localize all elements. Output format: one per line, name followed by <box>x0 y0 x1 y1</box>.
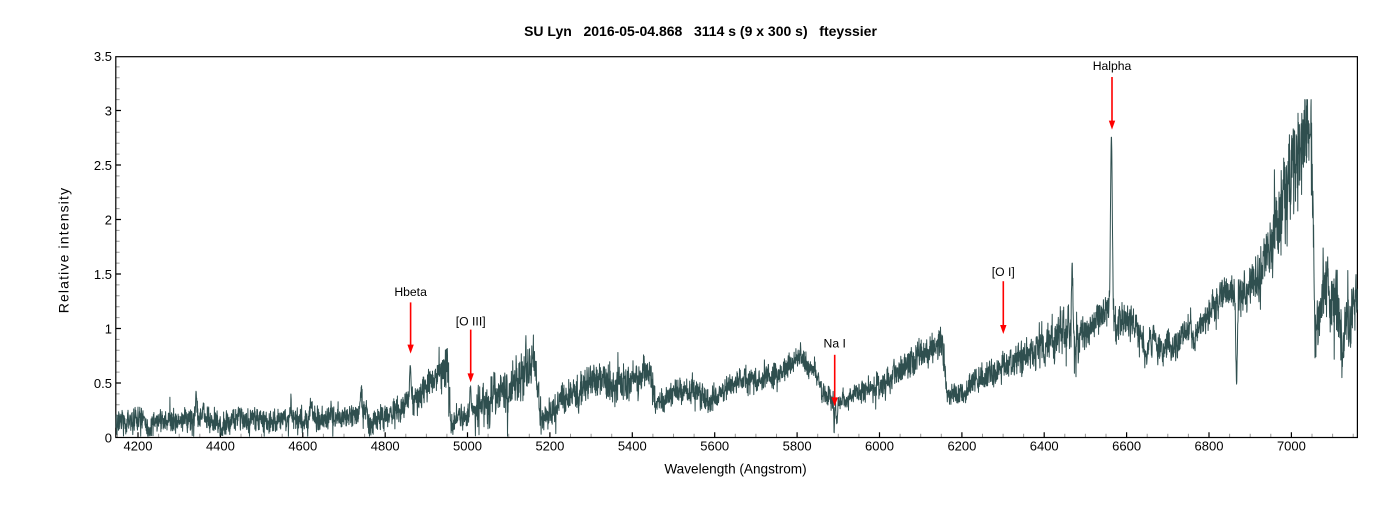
svg-text:1.5: 1.5 <box>94 267 112 282</box>
svg-text:Halpha: Halpha <box>1093 59 1132 73</box>
svg-text:6600: 6600 <box>1112 439 1141 454</box>
svg-text:7000: 7000 <box>1277 439 1306 454</box>
svg-text:4400: 4400 <box>206 439 235 454</box>
svg-text:Hbeta: Hbeta <box>394 285 427 299</box>
svg-text:6000: 6000 <box>865 439 894 454</box>
svg-text:3: 3 <box>105 104 112 119</box>
svg-text:2: 2 <box>105 213 112 228</box>
svg-text:5400: 5400 <box>618 439 647 454</box>
svg-text:0: 0 <box>105 431 112 446</box>
svg-text:5600: 5600 <box>700 439 729 454</box>
svg-text:4200: 4200 <box>124 439 153 454</box>
svg-text:6400: 6400 <box>1030 439 1059 454</box>
svg-text:4600: 4600 <box>288 439 317 454</box>
svg-text:6800: 6800 <box>1195 439 1224 454</box>
svg-text:5200: 5200 <box>535 439 564 454</box>
svg-text:Relative intensity: Relative intensity <box>56 187 72 314</box>
svg-text:5000: 5000 <box>453 439 482 454</box>
svg-text:Wavelength (Angstrom): Wavelength (Angstrom) <box>664 462 806 477</box>
svg-text:[O I]: [O I] <box>992 265 1015 279</box>
svg-text:6200: 6200 <box>947 439 976 454</box>
svg-text:4800: 4800 <box>371 439 400 454</box>
svg-text:SU Lyn 2016-05-04.868 3114: SU Lyn 2016-05-04.868 3114 s (9 x 300 s)… <box>524 23 877 39</box>
svg-text:5800: 5800 <box>783 439 812 454</box>
svg-text:3.5: 3.5 <box>94 49 112 64</box>
svg-text:Na I: Na I <box>824 337 846 351</box>
svg-text:2.5: 2.5 <box>94 158 112 173</box>
svg-text:0.5: 0.5 <box>94 376 112 391</box>
svg-text:[O III]: [O III] <box>456 315 486 329</box>
svg-text:1: 1 <box>105 322 112 337</box>
